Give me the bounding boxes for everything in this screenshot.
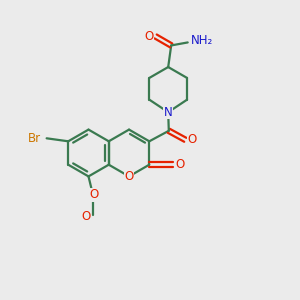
Text: O: O bbox=[144, 30, 153, 43]
Text: Br: Br bbox=[28, 132, 41, 145]
Text: methoxy: methoxy bbox=[93, 204, 154, 218]
Text: O: O bbox=[175, 158, 184, 171]
Text: N: N bbox=[164, 106, 172, 119]
Text: O: O bbox=[188, 133, 197, 146]
Text: O: O bbox=[90, 188, 99, 202]
Text: O: O bbox=[124, 170, 134, 183]
Text: NH₂: NH₂ bbox=[191, 34, 214, 47]
Text: O: O bbox=[81, 210, 90, 223]
Text: O: O bbox=[88, 188, 98, 202]
